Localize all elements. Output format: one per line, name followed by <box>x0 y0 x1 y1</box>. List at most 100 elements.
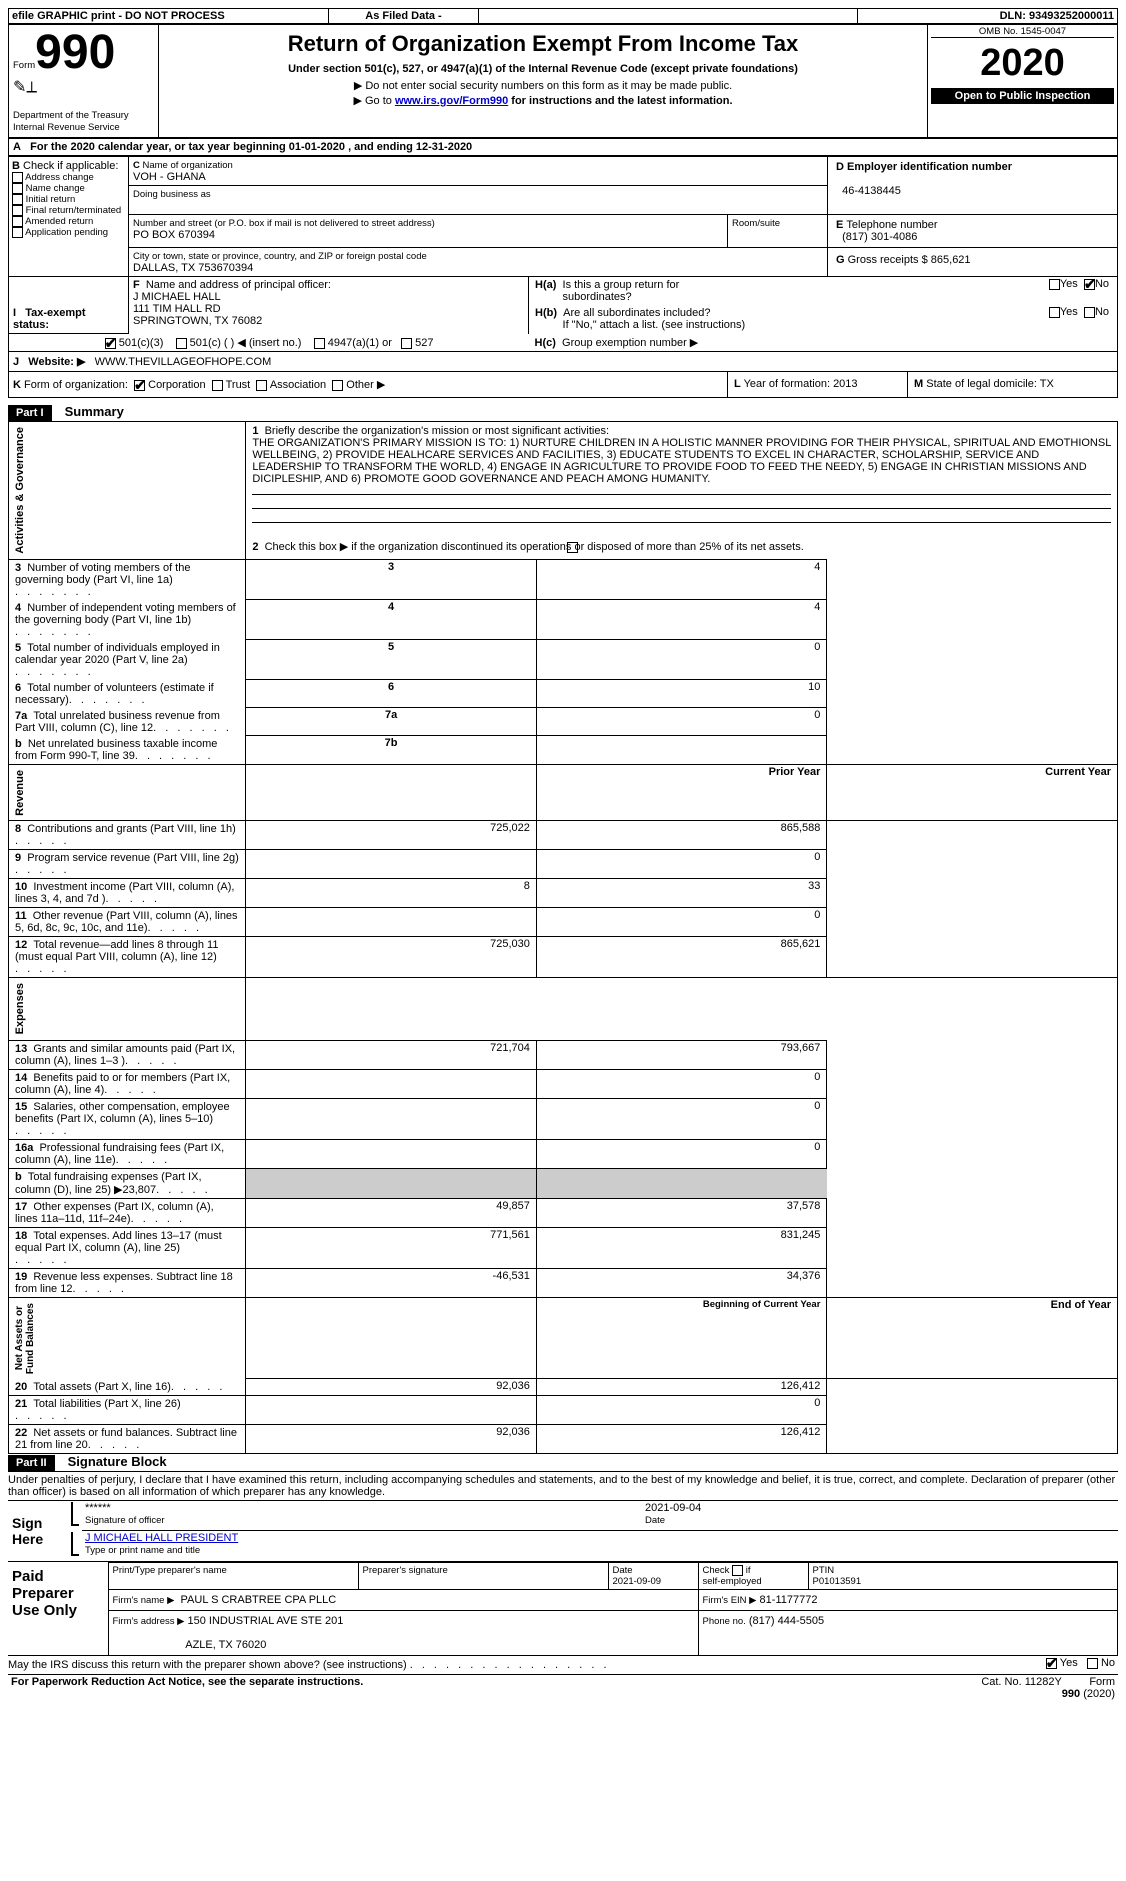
year-cell: OMB No. 1545-0047 2020 Open to Public In… <box>928 25 1118 138</box>
expenses-label: Expenses <box>9 978 246 1040</box>
checkbox-row: Application pending <box>12 227 125 238</box>
section-c-room: Room/suite <box>728 215 828 248</box>
title-cell: Return of Organization Exempt From Incom… <box>159 25 928 138</box>
line2-checkbox[interactable] <box>567 542 578 553</box>
b-checkbox[interactable] <box>12 216 23 227</box>
prep-name-col: Print/Type preparer's name <box>108 1562 358 1589</box>
section-c-name: C Name of organization VOH - GHANA <box>129 157 828 186</box>
sign-here-label: Sign Here <box>8 1500 68 1561</box>
summary-row: 11 Other revenue (Part VIII, column (A),… <box>9 908 1118 937</box>
perjury-text: Under penalties of perjury, I declare th… <box>8 1471 1118 1500</box>
summary-row: 6 Total number of volunteers (estimate i… <box>9 680 1118 708</box>
summary-row: 19 Revenue less expenses. Subtract line … <box>9 1268 1118 1297</box>
preparer-block: Paid Preparer Use Only Print/Type prepar… <box>8 1562 1118 1656</box>
line-1: 1 Briefly describe the organization's mi… <box>246 422 1118 538</box>
prep-check-col: Check ifself-employed <box>698 1562 808 1589</box>
b-checkbox[interactable] <box>12 172 23 183</box>
b-checkbox[interactable] <box>12 183 23 194</box>
top-bar: efile GRAPHIC print - DO NOT PROCESS As … <box>8 8 1118 24</box>
section-i-opts: 501(c)(3) 501(c) ( ) ◀ (insert no.) 4947… <box>9 334 529 352</box>
ha-no-checkbox[interactable] <box>1084 279 1095 290</box>
ha-yesno: Yes No <box>988 277 1118 305</box>
section-b: B Check if applicable: Address change Na… <box>9 157 129 277</box>
firm-ein-row: Firm's EIN ▶ 81-1177772 <box>698 1589 1118 1610</box>
section-c-city: City or town, state or province, country… <box>129 248 828 277</box>
section-e: E Telephone number (817) 301-4086 <box>828 215 1118 248</box>
activities-label: Activities & Governance <box>9 422 246 560</box>
dept-treasury: Department of the Treasury Internal Reve… <box>13 110 129 133</box>
summary-row: 15 Salaries, other compensation, employe… <box>9 1098 1118 1139</box>
summary-row: 20 Total assets (Part X, line 16)92,0361… <box>9 1379 1118 1396</box>
as-filed: As Filed Data - <box>329 9 479 24</box>
k-trust-checkbox[interactable] <box>212 380 223 391</box>
discuss-row: May the IRS discuss this return with the… <box>8 1656 968 1675</box>
section-f: F Name and address of principal officer:… <box>129 277 529 334</box>
ptin-col: PTIN P01013591 <box>808 1562 1118 1589</box>
section-c-dba: Doing business as <box>129 186 828 215</box>
checkbox-row: Initial return <box>12 194 125 205</box>
self-employed-checkbox[interactable] <box>732 1565 743 1576</box>
prep-date-col: Date 2021-09-09 <box>608 1562 698 1589</box>
section-hb: H(b) Are all subordinates included? If "… <box>529 305 988 334</box>
i-501c3-checkbox[interactable] <box>105 338 116 349</box>
summary-row: 9 Program service revenue (Part VIII, li… <box>9 850 1118 879</box>
section-hc: H(c) Group exemption number ▶ <box>529 334 1118 352</box>
part1-body: Activities & Governance 1 Briefly descri… <box>8 421 1118 1454</box>
summary-row: 17 Other expenses (Part IX, column (A), … <box>9 1198 1118 1227</box>
form-id-cell: Form990 ✎⟂ Department of the Treasury In… <box>9 25 159 138</box>
hb-no-checkbox[interactable] <box>1084 307 1095 318</box>
form-title: Return of Organization Exempt From Incom… <box>165 31 921 57</box>
summary-row: 21 Total liabilities (Part X, line 26)0 <box>9 1395 1118 1424</box>
i-501c-checkbox[interactable] <box>176 338 187 349</box>
line-a: A For the 2020 calendar year, or tax yea… <box>8 138 1118 156</box>
line-2: 2 Check this box ▶ if the organization d… <box>246 537 1118 559</box>
k-other-checkbox[interactable] <box>332 380 343 391</box>
summary-row: b Net unrelated business taxable income … <box>9 736 1118 765</box>
i-527-checkbox[interactable] <box>401 338 412 349</box>
summary-row: 14 Benefits paid to or for members (Part… <box>9 1069 1118 1098</box>
part2-header: Part II Signature Block <box>8 1454 1118 1471</box>
summary-row: 5 Total number of individuals employed i… <box>9 640 1118 680</box>
k-corp-checkbox[interactable] <box>134 380 145 391</box>
sign-block: Sign Here ****** Signature of officer 20… <box>8 1500 1118 1562</box>
discuss-yes-checkbox[interactable] <box>1046 1658 1057 1669</box>
summary-row: 7a Total unrelated business revenue from… <box>9 708 1118 736</box>
checkbox-row: Name change <box>12 183 125 194</box>
dln-cell: DLN: 93493252000011 <box>858 9 1118 24</box>
sign-date: 2021-09-04 Date <box>642 1500 1118 1531</box>
ha-yes-checkbox[interactable] <box>1049 279 1060 290</box>
discuss-no-checkbox[interactable] <box>1087 1658 1098 1669</box>
summary-row: 4 Number of independent voting members o… <box>9 600 1118 640</box>
section-ha: H(a) Is this a group return for subordin… <box>529 277 988 305</box>
firm-phone-row: Phone no. (817) 444-5505 <box>698 1610 1118 1655</box>
part1-header: Part I Summary <box>8 404 1118 421</box>
hb-yesno: Yes No <box>988 305 1118 334</box>
summary-row: 18 Total expenses. Add lines 13–17 (must… <box>9 1227 1118 1268</box>
k-assoc-checkbox[interactable] <box>256 380 267 391</box>
section-c-street: Number and street (or P.O. box if mail i… <box>129 215 728 248</box>
i-4947-checkbox[interactable] <box>314 338 325 349</box>
summary-row: 8 Contributions and grants (Part VIII, l… <box>9 821 1118 850</box>
firm-name-row: Firm's name ▶ PAUL S CRABTREE CPA PLLC <box>108 1589 698 1610</box>
paid-preparer-label: Paid Preparer Use Only <box>8 1562 108 1655</box>
b-checkbox[interactable] <box>12 227 23 238</box>
netassets-label: Net Assets or Fund Balances <box>9 1297 246 1379</box>
section-d: D Employer identification number 46-4138… <box>828 157 1118 215</box>
summary-row: 16a Professional fundraising fees (Part … <box>9 1139 1118 1168</box>
checkbox-row: Address change <box>12 172 125 183</box>
summary-row: 10 Investment income (Part VIII, column … <box>9 879 1118 908</box>
efile-notice: efile GRAPHIC print - DO NOT PROCESS <box>9 9 329 24</box>
klm-row: K Form of organization: Corporation Trus… <box>8 372 1118 398</box>
summary-row: 13 Grants and similar amounts paid (Part… <box>9 1040 1118 1069</box>
section-i-label: I Tax-exempt status: <box>9 305 129 334</box>
section-l: L Year of formation: 2013 <box>728 372 908 398</box>
b-checkbox[interactable] <box>12 194 23 205</box>
b-checkbox[interactable] <box>12 205 23 216</box>
checkbox-row: Amended return <box>12 216 125 227</box>
checkbox-row: Final return/terminated <box>12 205 125 216</box>
officer-signature: ****** Signature of officer <box>82 1500 642 1531</box>
officer-name: J MICHAEL HALL PRESIDENT Type or print n… <box>82 1531 1118 1562</box>
firm-addr-row: Firm's address ▶ 150 INDUSTRIAL AVE STE … <box>108 1610 698 1655</box>
irs-link[interactable]: www.irs.gov/Form990 <box>395 95 508 107</box>
hb-yes-checkbox[interactable] <box>1049 307 1060 318</box>
